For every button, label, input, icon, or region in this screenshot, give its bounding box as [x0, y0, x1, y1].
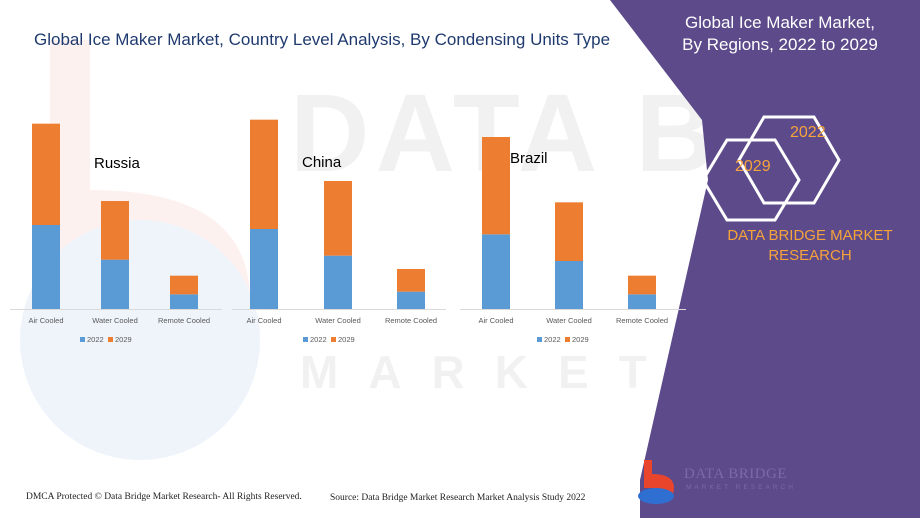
legend-label-2029: 2029 — [572, 335, 589, 344]
x-tick-label: Water Cooled — [315, 316, 361, 325]
bar-2029-air-cooled — [32, 123, 60, 225]
footer-copyright: DMCA Protected © Data Bridge Market Rese… — [26, 492, 302, 502]
bar-2022-water-cooled — [324, 255, 352, 309]
legend-swatch-2029 — [565, 337, 570, 342]
bar-2029-water-cooled — [101, 201, 129, 260]
hexagon-bottom-label: 2029 — [735, 158, 771, 175]
x-tick-label: Air Cooled — [28, 316, 63, 325]
x-tick-label: Water Cooled — [546, 316, 592, 325]
bar-2029-remote-cooled — [628, 275, 656, 295]
bar-2022-remote-cooled — [628, 294, 656, 309]
bar-2029-water-cooled — [555, 202, 583, 261]
legend-label-2022: 2022 — [310, 335, 327, 344]
panel-title-line1: Global Ice Maker Market, — [685, 13, 875, 32]
x-tick-label: Air Cooled — [478, 316, 513, 325]
panel-title-line2: By Regions, 2022 to 2029 — [682, 35, 878, 54]
logo-subtitle: MARKET RESEARCH — [686, 484, 796, 491]
logo-name: DATA BRIDGE — [684, 466, 788, 482]
legend-swatch-2022 — [80, 337, 85, 342]
bar-2022-water-cooled — [101, 259, 129, 309]
legend-label-2029: 2029 — [115, 335, 132, 344]
legend-label-2029: 2029 — [338, 335, 355, 344]
legend-swatch-2022 — [303, 337, 308, 342]
legend-swatch-2029 — [108, 337, 113, 342]
chart-russia: Russia Air Cooled Water Cooled Remote Coole… — [10, 123, 222, 344]
bar-2022-air-cooled — [482, 234, 510, 309]
main-title: Global Ice Maker Market, Country Level A… — [34, 30, 611, 49]
x-tick-label: Water Cooled — [92, 316, 138, 325]
bar-2022-air-cooled — [250, 229, 278, 309]
x-tick-label: Remote Cooled — [385, 316, 437, 325]
bar-2022-air-cooled — [32, 225, 60, 309]
x-tick-label: Air Cooled — [246, 316, 281, 325]
data-bridge-logo-icon — [638, 460, 674, 504]
footer-source: Source: Data Bridge Market Research Mark… — [330, 493, 586, 503]
bar-2029-air-cooled — [250, 119, 278, 229]
chart-title: Russia — [94, 155, 141, 172]
x-tick-label: Remote Cooled — [158, 316, 210, 325]
chart-china: China Air Cooled Water Cooled Remote Cooled… — [232, 119, 446, 344]
bar-2029-water-cooled — [324, 181, 352, 256]
chart-title: China — [302, 154, 342, 171]
legend-label-2022: 2022 — [544, 335, 561, 344]
hexagon-top-label: 2022 — [790, 124, 826, 141]
brand-text: DATA BRIDGE MARKET RESEARCH — [712, 226, 908, 266]
bar-2022-remote-cooled — [397, 291, 425, 309]
chart-title: Brazil — [510, 150, 548, 167]
x-tick-label: Remote Cooled — [616, 316, 668, 325]
legend-label-2022: 2022 — [87, 335, 104, 344]
chart-brazil: Brazil Air Cooled Water Cooled Remote Coole… — [460, 137, 686, 344]
legend-swatch-2029 — [331, 337, 336, 342]
brand-line2: RESEARCH — [768, 247, 852, 264]
legend-swatch-2022 — [537, 337, 542, 342]
panel-title: Global Ice Maker Market, By Regions, 202… — [660, 12, 900, 56]
bar-2022-remote-cooled — [170, 294, 198, 309]
brand-line1: DATA BRIDGE MARKET — [727, 227, 893, 244]
bar-2029-remote-cooled — [170, 275, 198, 295]
bar-2022-water-cooled — [555, 261, 583, 309]
bar-2029-remote-cooled — [397, 269, 425, 292]
bar-2029-air-cooled — [482, 137, 510, 235]
